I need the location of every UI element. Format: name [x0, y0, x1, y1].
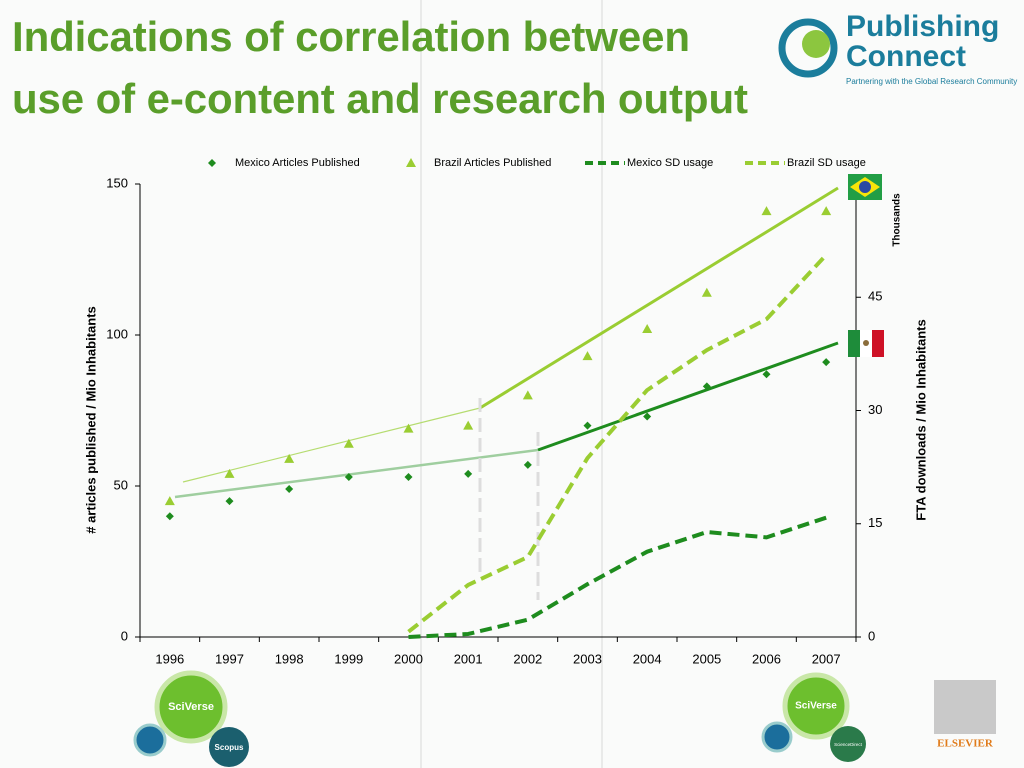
series-line	[407, 253, 828, 634]
slide-title: Indications of correlation between	[12, 13, 690, 60]
point	[702, 382, 711, 391]
logo-tagline: Partnering with the Global Research Comm…	[846, 77, 1017, 86]
point	[224, 468, 235, 478]
point	[701, 287, 712, 297]
logo-icon	[802, 30, 830, 58]
point	[821, 206, 832, 216]
slide-title: use of e-content and research output	[12, 75, 748, 122]
badge	[209, 727, 249, 767]
badge-text: ScienceDirect	[834, 742, 863, 747]
x-tick-label: 2004	[633, 651, 662, 666]
point	[762, 370, 771, 379]
point	[464, 469, 473, 478]
flag-mexico	[872, 330, 884, 357]
point	[406, 158, 416, 167]
point	[284, 453, 295, 463]
legend-label: Mexico SD usage	[627, 157, 713, 169]
point	[822, 358, 831, 367]
point	[225, 497, 234, 506]
x-tick-label: 2002	[513, 651, 542, 666]
point	[285, 485, 294, 494]
legend-label: Mexico Articles Published	[235, 157, 360, 169]
y-tick-label: 50	[114, 477, 128, 492]
point	[404, 472, 413, 481]
badge-text: Scopus	[215, 743, 244, 752]
logo-icon	[778, 18, 838, 78]
point	[642, 323, 653, 333]
trend-lines	[174, 186, 839, 600]
y2-tick-label: 0	[868, 628, 875, 643]
badge-text: SciVerse	[795, 701, 837, 712]
x-tick-label: 2003	[573, 651, 602, 666]
point	[344, 472, 353, 481]
point	[583, 421, 592, 430]
badge	[761, 721, 793, 753]
point	[165, 512, 174, 521]
y-tick-label: 0	[121, 628, 128, 643]
x-tick-label: 1997	[215, 651, 244, 666]
logo: Publishing Connect Partnering with the G…	[778, 10, 1017, 86]
elsevier-tree	[934, 680, 996, 734]
y-tick-label: 100	[106, 326, 128, 341]
point	[643, 412, 652, 421]
x-tick-label: 2000	[394, 651, 423, 666]
point	[523, 460, 532, 469]
y2-tick-label: 30	[868, 402, 882, 417]
trend-line	[479, 186, 839, 410]
x-tick-label: 2001	[454, 651, 483, 666]
badge-text: ELSEVIER	[937, 738, 994, 750]
flag-mexico	[863, 340, 869, 346]
flag-mexico	[848, 330, 860, 357]
y-axis-label: # articles published / Mio Inhabitants	[83, 306, 98, 534]
point	[582, 351, 593, 361]
flag-brazil	[859, 181, 871, 193]
badges: SciVerse Scopus SciVerse ScienceDirect E…	[133, 670, 996, 767]
flags	[848, 174, 884, 357]
logo-text: Publishing	[846, 10, 999, 43]
badge-text: SciVerse	[168, 701, 214, 713]
trend-line	[537, 341, 839, 452]
point	[761, 206, 772, 216]
x-tick-label: 2007	[812, 651, 841, 666]
badge	[782, 672, 850, 740]
point	[164, 496, 175, 506]
trend-line	[174, 448, 539, 499]
y-tick-label: 150	[106, 175, 128, 190]
badge	[830, 726, 866, 762]
legend-label: Brazil Articles Published	[434, 157, 551, 169]
badge	[133, 723, 167, 757]
point	[403, 423, 414, 433]
x-tick-label: 2006	[752, 651, 781, 666]
point	[208, 159, 216, 167]
point	[463, 420, 474, 430]
y2-unit: Thousands	[892, 193, 903, 247]
x-tick-label: 1996	[155, 651, 184, 666]
point	[343, 438, 354, 448]
x-tick-label: 2005	[692, 651, 721, 666]
logo-text: Connect	[846, 40, 966, 73]
y2-tick-label: 45	[868, 289, 882, 304]
y2-tick-label: 15	[868, 515, 882, 530]
series-line	[408, 515, 827, 639]
x-tick-label: 1999	[334, 651, 363, 666]
trend-line	[182, 407, 481, 483]
badge	[154, 670, 228, 744]
x-tick-label: 1998	[275, 651, 304, 666]
y2-axis-label: FTA downloads / Mio Inhabitants	[913, 319, 928, 521]
point	[522, 390, 533, 400]
legend-label: Brazil SD usage	[787, 157, 866, 169]
